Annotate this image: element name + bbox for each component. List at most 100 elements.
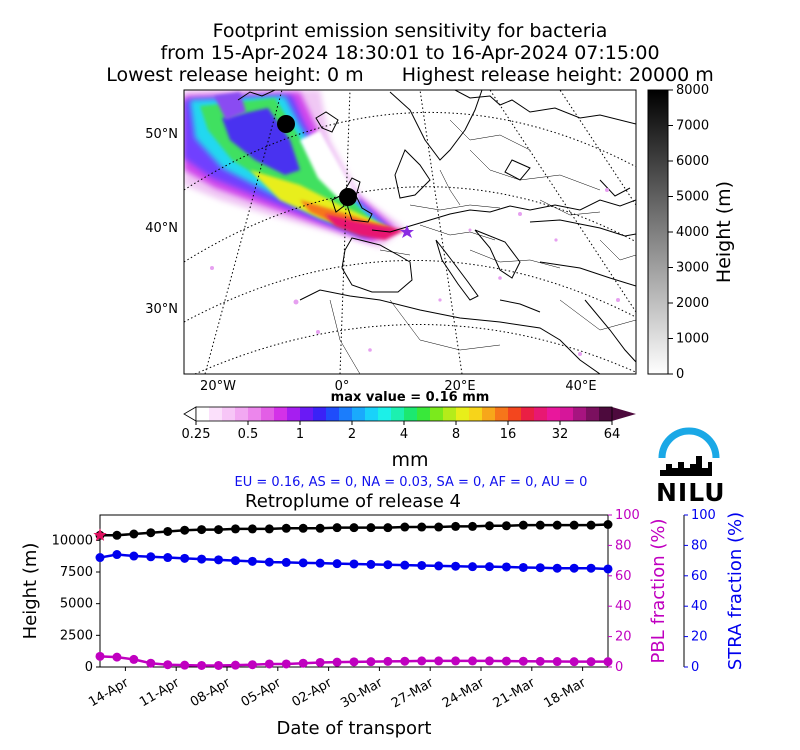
height-point [552, 520, 562, 530]
date-axis-tick-label: 21-Mar [491, 675, 539, 711]
graticule [184, 90, 636, 374]
lat-label-30: 30°N [145, 302, 178, 317]
emission-colorbar-cell [534, 407, 548, 421]
emission-colorbar-tick-label: 1 [296, 427, 304, 442]
stra-fraction-point [332, 559, 342, 569]
pbl-fraction-point [112, 652, 122, 662]
emission-colorbar-cell [326, 407, 340, 421]
emission-colorbar-cell [417, 407, 431, 421]
height-colorbar-gradient [647, 89, 669, 375]
pbl-fraction-point [451, 656, 461, 666]
height-axis-tick-label: 10000 [52, 533, 93, 548]
stra-fraction-point [146, 552, 156, 562]
height-colorbar-tick-label: 1000 [676, 332, 709, 347]
height-axis-tick-label: 7500 [60, 565, 93, 580]
pbl-fraction-point [603, 657, 613, 667]
emission-colorbar-tick-label: 2 [348, 427, 356, 442]
max-value-label: max value = 0.16 mm [331, 390, 490, 405]
date-axis-tick-label: 30-Mar [338, 675, 386, 711]
emission-colorbar-cells [183, 406, 636, 422]
pbl-fraction-point [214, 660, 224, 670]
emission-colorbar-tick-label: 4 [400, 427, 408, 442]
pbl-fraction-point [298, 658, 308, 668]
height-point [197, 525, 207, 535]
emission-colorbar-tick-label: 8 [452, 427, 460, 442]
emission-colorbar-cell [378, 407, 392, 421]
height-colorbar-tick-label: 4000 [676, 225, 709, 240]
emission-colorbar-cell [209, 407, 223, 421]
retroplume-series [93, 520, 613, 670]
stra-fraction-point [383, 560, 393, 570]
date-axis-tick-label: 05-Apr [239, 675, 285, 710]
pbl-axis-tick-label: 100 [615, 508, 640, 523]
height-point [349, 523, 359, 533]
emission-colorbar-cell [586, 407, 600, 421]
emission-colorbar-ticks: 0.25 0.5 1 2 4 8 16 32 64 [182, 421, 620, 442]
emission-colorbar-min-arrow [183, 406, 197, 422]
date-axis-tick-label: 11-Apr [137, 675, 183, 710]
height-colorbar: 0 1000 2000 3000 4000 5000 6000 7000 8000 Height… [647, 83, 735, 382]
stra-axis-tick-label: 60 [691, 569, 708, 584]
pbl-fraction-point [501, 656, 511, 666]
lon-label-20w: 20°W [200, 379, 236, 394]
stra-fraction-point [603, 564, 613, 574]
stra-fraction-point [112, 550, 122, 560]
pbl-fraction-point [315, 657, 325, 667]
emission-colorbar-cell [248, 407, 262, 421]
pbl-fraction-point [552, 657, 562, 667]
stra-fraction-point [163, 553, 173, 563]
date-axis-tick-label: 02-Apr [289, 675, 335, 710]
height-point [247, 524, 257, 534]
stra-axis-tick-label: 100 [691, 508, 716, 523]
emission-specks [210, 188, 620, 356]
height-point [586, 520, 596, 530]
height-colorbar-tick-label: 7000 [676, 119, 709, 134]
stra-fraction-point [95, 553, 105, 563]
pbl-fraction-point [129, 654, 139, 664]
lat-label-50: 50°N [145, 127, 178, 142]
pbl-fraction-point [468, 656, 478, 666]
stra-axis-tick-label: 0 [691, 660, 699, 675]
height-point [315, 523, 325, 533]
stra-fraction-point [315, 558, 325, 568]
release-star-marker [400, 225, 414, 238]
height-point [501, 521, 511, 531]
emission-colorbar-cell [222, 407, 236, 421]
emission-colorbar-cell [547, 407, 561, 421]
height-colorbar-label: Height (m) [713, 181, 735, 283]
pbl-fraction-point [163, 660, 173, 670]
retroplume-xlabel: Date of transport [277, 718, 432, 739]
height-point [484, 521, 494, 531]
stra-fraction-point [535, 563, 545, 573]
release-point-marker [277, 115, 295, 133]
retroplume-stra-label: STRA fraction (%) [725, 512, 746, 670]
stra-fraction-point [298, 558, 308, 568]
retroplume-ylabel: Height (m) [20, 543, 41, 640]
height-point [434, 522, 444, 532]
emission-colorbar-cell [339, 407, 353, 421]
lon-label-40e: 40°E [565, 379, 596, 394]
height-point [214, 525, 224, 535]
emission-colorbar-cell [469, 407, 483, 421]
pbl-fraction-point [197, 660, 207, 670]
height-point [603, 520, 613, 529]
pbl-fraction-point [518, 656, 528, 666]
height-point [366, 523, 376, 533]
height-point [535, 520, 545, 530]
stra-fraction-point [281, 557, 291, 567]
height-point [298, 523, 308, 533]
stra-fraction-point [468, 562, 478, 572]
stra-fraction-point [552, 563, 562, 573]
stra-fraction-point [197, 554, 207, 564]
emission-colorbar-cell [352, 407, 366, 421]
emission-colorbar-cell [443, 407, 457, 421]
height-point [569, 520, 579, 530]
stra-axis-tick-label: 40 [691, 599, 708, 614]
height-colorbar-tick-label: 0 [676, 367, 684, 382]
height-point [383, 523, 393, 533]
height-point [518, 520, 528, 530]
emission-colorbar-tick-label: 0.5 [238, 427, 259, 442]
stra-fraction-point [518, 562, 528, 572]
release-point-marker [339, 188, 357, 206]
